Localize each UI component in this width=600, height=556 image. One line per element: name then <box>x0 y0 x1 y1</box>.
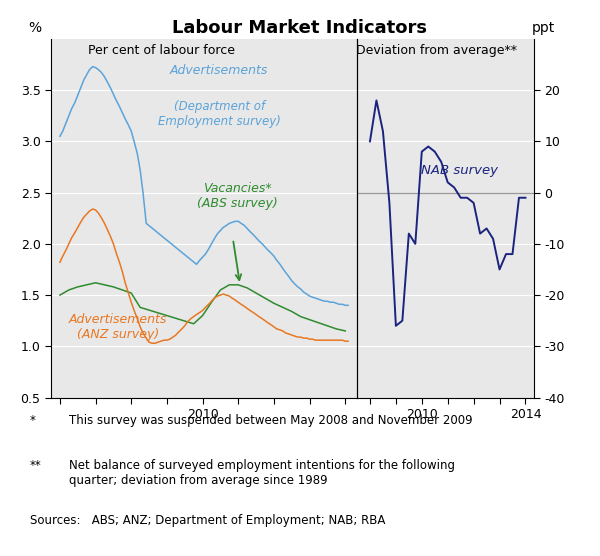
Text: Sources:   ABS; ANZ; Department of Employment; NAB; RBA: Sources: ABS; ANZ; Department of Employm… <box>30 514 385 527</box>
Text: %: % <box>28 21 41 36</box>
Text: Deviation from average**: Deviation from average** <box>356 44 517 57</box>
Text: Advertisements: Advertisements <box>170 64 268 77</box>
Text: Advertisements
(ANZ survey): Advertisements (ANZ survey) <box>69 313 167 341</box>
Text: Per cent of labour force: Per cent of labour force <box>88 44 235 57</box>
Text: **: ** <box>30 459 42 471</box>
Text: NAB survey: NAB survey <box>421 165 498 177</box>
Text: (Department of
Employment survey): (Department of Employment survey) <box>158 100 281 128</box>
Text: Labour Market Indicators: Labour Market Indicators <box>173 19 427 37</box>
Text: *: * <box>30 414 36 427</box>
Text: This survey was suspended between May 2008 and November 2009: This survey was suspended between May 20… <box>69 414 473 427</box>
Text: Net balance of surveyed employment intentions for the following
quarter; deviati: Net balance of surveyed employment inten… <box>69 459 455 486</box>
Text: Vacancies*
(ABS survey): Vacancies* (ABS survey) <box>197 182 278 210</box>
Text: ppt: ppt <box>532 21 555 36</box>
